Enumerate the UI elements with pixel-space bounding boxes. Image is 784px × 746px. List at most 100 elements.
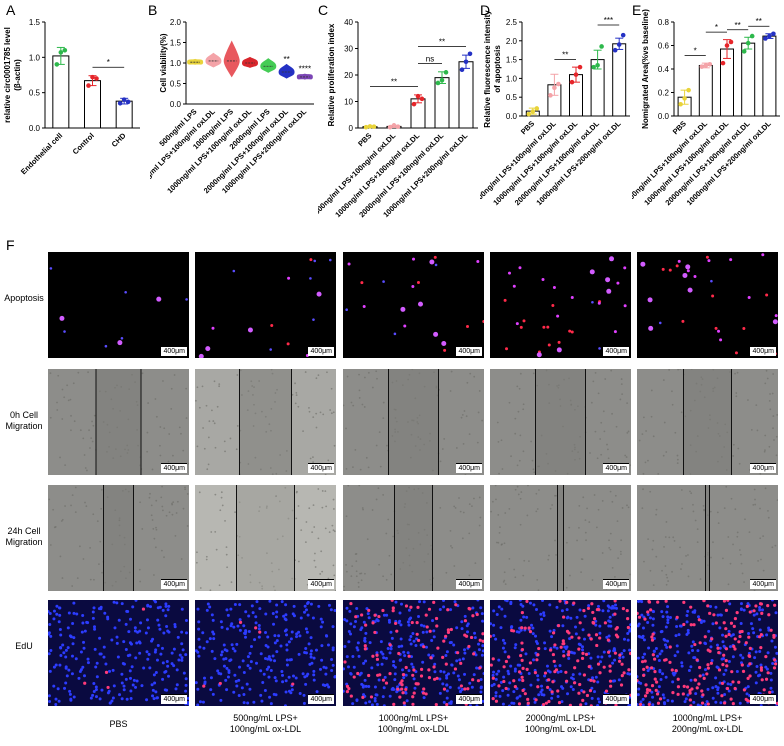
cell-nucleus	[419, 623, 423, 627]
cell-nucleus	[273, 676, 277, 680]
cell-texture	[748, 469, 751, 471]
cell-nucleus	[357, 654, 361, 658]
cell-nucleus	[600, 655, 604, 659]
cell-nucleus	[289, 637, 293, 641]
edu-positive-cell	[748, 610, 752, 614]
cell-nucleus	[577, 642, 581, 646]
edu-positive-cell	[606, 638, 610, 642]
cell-nucleus	[275, 603, 279, 607]
edu-positive-cell	[609, 684, 613, 688]
edu-positive-cell	[682, 684, 686, 688]
edu-positive-cell	[690, 687, 694, 691]
cell-texture	[522, 403, 525, 406]
cell-nucleus	[55, 604, 59, 608]
cell-nucleus	[716, 613, 720, 617]
cell-texture	[547, 558, 550, 561]
y-tick-label: 0.4	[658, 65, 670, 74]
cell-texture	[743, 581, 745, 583]
cell-texture	[172, 454, 174, 457]
data-point	[556, 81, 561, 87]
cell-nucleus	[58, 663, 62, 667]
cell-texture	[182, 449, 185, 452]
edu-positive-cell	[397, 651, 401, 656]
cell-texture	[355, 560, 358, 563]
cell-nucleus	[468, 704, 472, 706]
cell-nucleus	[111, 696, 115, 700]
significance-label: *	[694, 47, 697, 56]
edu-positive-cell	[410, 620, 414, 625]
edu-positive-cell	[424, 613, 428, 617]
cell-nucleus	[225, 688, 229, 692]
cell-texture	[501, 468, 504, 470]
cell-texture	[216, 405, 219, 408]
edu-positive-cell	[404, 687, 408, 692]
edu-positive-cell	[710, 637, 714, 641]
cell-nucleus	[310, 661, 314, 665]
cell-texture	[762, 569, 765, 572]
cell-nucleus	[502, 675, 506, 679]
bar	[115, 100, 133, 129]
edu-positive-cell	[442, 639, 446, 643]
cell-nucleus	[738, 701, 742, 705]
cell-nucleus	[92, 625, 96, 629]
cell-texture	[149, 492, 151, 495]
cell-nucleus	[151, 637, 155, 641]
cell-nucleus	[739, 602, 743, 606]
cell-nucleus	[387, 618, 391, 622]
cell-texture	[775, 454, 778, 457]
cell-texture	[768, 399, 771, 402]
cell-nucleus	[590, 686, 594, 690]
cell-texture	[473, 497, 475, 500]
cell-nucleus	[248, 666, 252, 670]
cell-texture	[59, 456, 61, 459]
edu-positive-cell	[656, 600, 660, 604]
edu-positive-cell	[587, 633, 591, 637]
cell-texture	[170, 387, 173, 390]
edu-positive-cell	[434, 703, 438, 706]
micrograph-image	[490, 252, 631, 358]
cell-texture	[479, 516, 482, 519]
edu-positive-cell	[637, 615, 642, 619]
edu-positive-cell	[589, 637, 593, 641]
cell-nucleus	[418, 600, 422, 604]
cell-texture	[754, 503, 757, 506]
cell-nucleus	[195, 681, 198, 685]
apoptotic-cell	[536, 352, 542, 358]
cell-texture	[597, 392, 600, 395]
edu-positive-cell	[651, 653, 655, 657]
cell-nucleus	[456, 674, 460, 678]
cell-texture	[775, 435, 778, 438]
edu-positive-cell	[381, 678, 386, 682]
edu-positive-cell	[466, 687, 470, 691]
cell-texture	[236, 425, 239, 427]
cell-nucleus	[157, 623, 161, 627]
cell-texture	[291, 393, 294, 396]
cell-nucleus	[138, 651, 142, 655]
cell-nucleus	[54, 663, 58, 667]
cell-texture	[752, 503, 755, 506]
cell-texture	[214, 446, 217, 449]
cell-texture	[355, 575, 358, 578]
cell-nucleus	[280, 670, 284, 674]
cell-nucleus	[345, 308, 348, 312]
cell-nucleus	[388, 694, 392, 698]
cell-nucleus	[556, 670, 560, 674]
edu-positive-cell	[746, 699, 750, 703]
cell-texture	[647, 538, 650, 540]
apoptotic-cell	[623, 304, 627, 308]
apoptotic-cell	[287, 276, 291, 280]
cell-texture	[748, 531, 751, 534]
cell-texture	[66, 384, 69, 387]
cell-nucleus	[347, 629, 351, 633]
edu-positive-cell	[557, 701, 562, 705]
cell-texture	[692, 503, 694, 506]
cell-texture	[88, 429, 90, 432]
cell-texture	[332, 529, 335, 532]
cell-texture	[297, 405, 300, 408]
cell-texture	[494, 485, 497, 487]
data-point	[699, 64, 705, 69]
cell-texture	[555, 494, 557, 497]
cell-nucleus	[302, 693, 306, 697]
cell-nucleus	[770, 600, 774, 602]
apoptotic-cell	[711, 294, 715, 298]
